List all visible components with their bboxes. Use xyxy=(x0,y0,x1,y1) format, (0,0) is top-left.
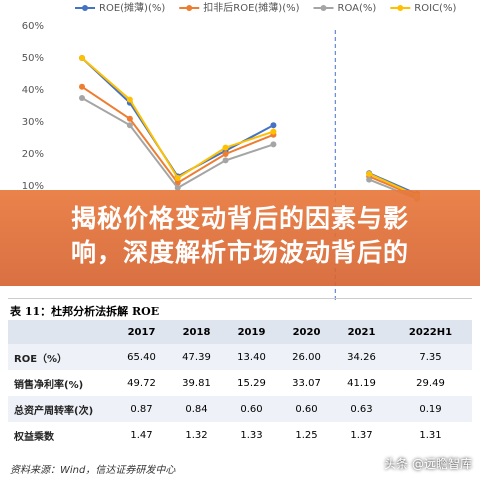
point xyxy=(174,184,181,191)
cell: 0.60 xyxy=(279,396,334,422)
watermark: 头条 @远瞻智库 xyxy=(384,457,472,471)
row: 总资产周转率(次) 0.87 0.84 0.60 0.60 0.63 0.19 xyxy=(8,396,472,422)
cell: 15.29 xyxy=(237,377,266,389)
point xyxy=(174,175,181,181)
cell: 1.37 xyxy=(350,429,373,441)
cell: 7.35 xyxy=(389,344,472,370)
legend-marker xyxy=(397,5,404,11)
point xyxy=(270,128,277,135)
cell: 0.60 xyxy=(224,396,279,422)
point xyxy=(126,96,133,103)
y-tick-label: 60% xyxy=(22,21,44,32)
header-cell: 2021 xyxy=(334,320,389,344)
cell: 47.39 xyxy=(169,344,224,370)
legend-marker xyxy=(320,5,327,11)
legend-label: ROIC(%) xyxy=(414,3,456,14)
cell: 总资产周转率(次) xyxy=(8,396,114,422)
legend-label: ROE(摊薄)(%) xyxy=(99,1,165,14)
point xyxy=(270,141,277,148)
cell: 0.87 xyxy=(114,396,169,422)
cell: 销售净利率(%) xyxy=(14,379,84,391)
point xyxy=(366,176,373,183)
row: 权益乘数 1.47 1.32 1.33 1.25 1.37 1.31 xyxy=(8,422,472,448)
cell: 0.84 xyxy=(169,396,224,422)
cell: 34.26 xyxy=(334,344,389,370)
banner-line: 揭秘价格变动背后的因素与影 xyxy=(70,204,409,233)
cell: 65.40 xyxy=(114,344,169,370)
row: 销售净利率(%) 49.72 39.81 15.29 33.07 41.19 29.49 xyxy=(8,370,472,396)
cell: 49.72 xyxy=(127,377,156,389)
y-tick-label: 50% xyxy=(22,53,44,64)
point xyxy=(79,95,85,101)
cell: 0.63 xyxy=(334,396,389,422)
point xyxy=(126,122,133,129)
legend-label: 扣非后ROE(摊薄)(%) xyxy=(203,1,299,14)
point xyxy=(126,115,133,122)
point xyxy=(222,144,229,151)
cell: 权益乘数 xyxy=(14,431,54,443)
header-cell: 2022H1 xyxy=(389,320,472,344)
divider xyxy=(8,298,472,299)
y-tick-label: 10% xyxy=(22,181,44,192)
header-cell: 2017 xyxy=(114,320,169,344)
cell: ROE（%） xyxy=(8,344,114,370)
header-cell xyxy=(8,320,114,344)
header-cell: 2019 xyxy=(224,320,279,344)
cell: 1.31 xyxy=(419,429,442,441)
point xyxy=(222,151,229,157)
row: ROE（%） 65.40 47.39 13.40 26.00 34.26 7.35 xyxy=(8,344,472,370)
point xyxy=(366,170,373,177)
series-line xyxy=(81,97,418,200)
header-cell: 2018 xyxy=(169,320,224,344)
table-title: 表 11：杜邦分析法拆解 ROE xyxy=(10,305,160,318)
header-row: 2017 2018 2019 2020 2021 2022H1 xyxy=(8,320,472,344)
legend-marker xyxy=(186,5,193,11)
banner: 揭秘价格变动背后的因素与影 响，深度解析市场波动背后的 xyxy=(0,190,480,286)
legend-label: ROA(%) xyxy=(338,3,377,14)
point xyxy=(79,55,85,61)
point xyxy=(222,157,229,164)
cell: 1.32 xyxy=(185,429,208,441)
cell: 26.00 xyxy=(279,344,334,370)
banner-line: 响，深度解析市场波动背后的 xyxy=(70,238,409,267)
cell: 1.47 xyxy=(130,429,153,441)
point xyxy=(174,179,181,186)
header-cell: 2020 xyxy=(279,320,334,344)
y-tick-label: 20% xyxy=(22,149,44,160)
cell: 39.81 xyxy=(182,377,211,389)
y-tick-label: 40% xyxy=(22,85,44,96)
point xyxy=(79,83,85,90)
cell: 0.19 xyxy=(389,396,472,422)
cell: 41.19 xyxy=(347,377,376,389)
cell: 33.07 xyxy=(292,377,321,389)
y-tick-label: 30% xyxy=(22,117,44,128)
source: 资料来源：Wind，信达证券研发中心 xyxy=(10,465,176,476)
point xyxy=(270,122,277,129)
table: 2017 2018 2019 2020 2021 2022H1 ROE（%） 65.40 47.… xyxy=(8,320,472,448)
cell: 13.40 xyxy=(224,344,279,370)
cell: 1.25 xyxy=(295,429,318,441)
cell: 1.33 xyxy=(240,429,263,441)
cell: 29.49 xyxy=(416,377,445,389)
legend-marker xyxy=(82,5,88,11)
